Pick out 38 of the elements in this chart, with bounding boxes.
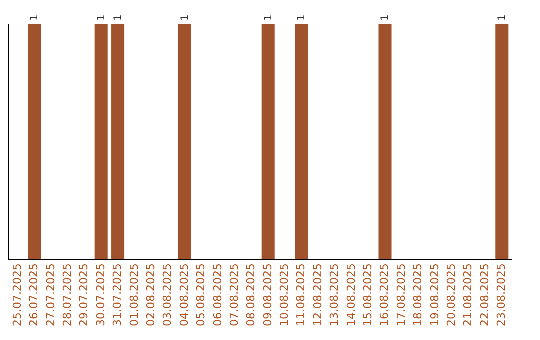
x-tick-label: 25.07.2025	[10, 264, 24, 326]
x-tick-label: 04.08.2025	[178, 264, 191, 326]
x-tick-label: 16.08.2025	[378, 264, 392, 326]
x-tick-label: 23.08.2025	[495, 264, 508, 326]
x-tick-label: 18.08.2025	[412, 264, 425, 326]
x-tick-label: 11.08.2025	[294, 264, 308, 326]
x-tick-label: 26.07.2025	[28, 264, 41, 326]
x-tick-label: 12.08.2025	[311, 264, 324, 326]
x-tick-label: 22.08.2025	[478, 264, 492, 326]
data-label: 1	[497, 14, 508, 21]
x-tick-label: 01.08.2025	[128, 264, 141, 326]
data-label: 1	[113, 14, 124, 21]
x-tick-label: 14.08.2025	[344, 264, 358, 326]
x-tick-label: 07.08.2025	[228, 264, 241, 326]
x-tick-label: 10.08.2025	[278, 264, 292, 326]
x-tick-label: 15.08.2025	[362, 264, 375, 326]
data-label: 1	[263, 14, 274, 21]
x-tick-label: 30.07.2025	[94, 264, 108, 326]
x-tick-label: 13.08.2025	[328, 264, 342, 326]
x-tick-label: 31.07.2025	[111, 264, 124, 326]
x-tick-label: 20.08.2025	[445, 264, 458, 326]
x-tick-label: 05.08.2025	[194, 264, 208, 326]
x-tick-label: 17.08.2025	[394, 264, 408, 326]
x-tick-label: 03.08.2025	[161, 264, 174, 326]
data-label: 1	[30, 14, 41, 21]
x-tick-label: 06.08.2025	[211, 264, 224, 326]
data-label: 1	[296, 14, 308, 21]
x-tick-label: 27.07.2025	[44, 264, 58, 326]
data-label: 1	[380, 14, 392, 21]
x-tick-label: 02.08.2025	[144, 264, 158, 326]
x-tick-label: 29.07.2025	[78, 264, 91, 326]
data-label: 1	[96, 14, 108, 21]
x-tick-label: 08.08.2025	[244, 264, 258, 326]
x-tick-label: 19.08.2025	[428, 264, 442, 326]
data-label: 1	[180, 14, 191, 21]
x-tick-label: 21.08.2025	[462, 264, 475, 326]
x-tick-label: 09.08.2025	[261, 264, 274, 326]
x-tick-label: 28.07.2025	[60, 264, 74, 326]
